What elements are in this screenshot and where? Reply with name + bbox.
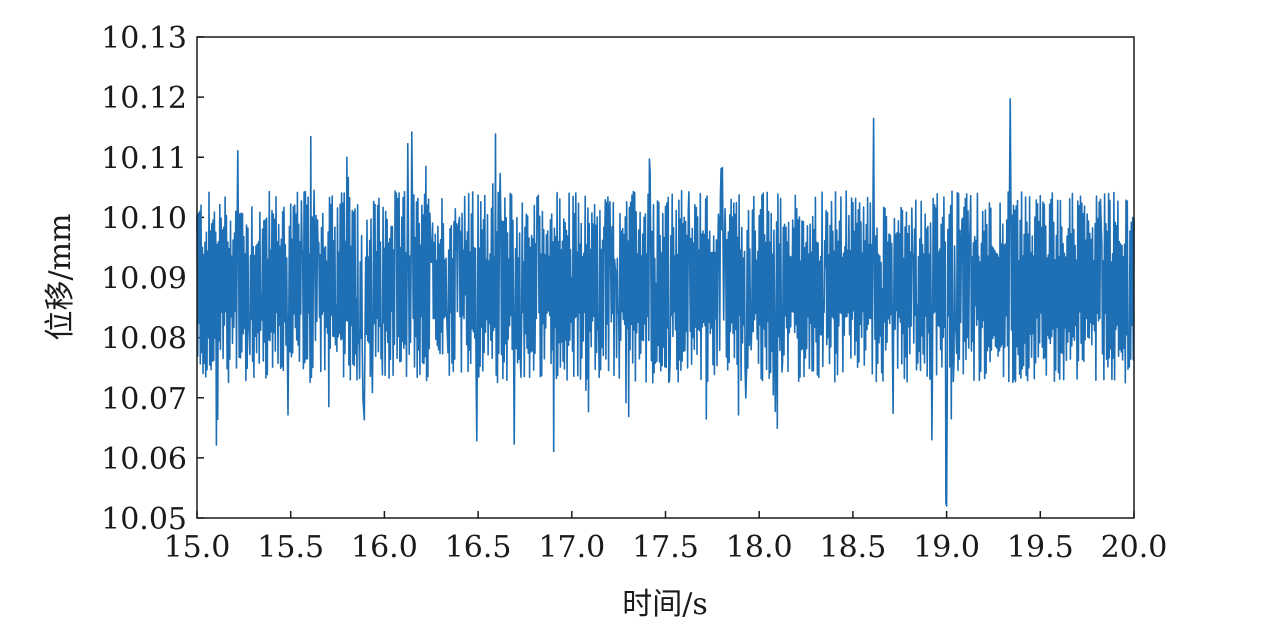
x-axis-label: 时间/s <box>622 587 708 622</box>
x-tick-label: 17.0 <box>538 530 605 565</box>
y-tick-label: 10.12 <box>101 81 187 116</box>
x-tick-label: 16.0 <box>351 530 418 565</box>
x-tick-label: 20.0 <box>1101 530 1168 565</box>
x-tick-label: 18.0 <box>726 530 793 565</box>
y-tick-label: 10.06 <box>101 442 187 477</box>
x-tick-label: 18.5 <box>820 530 887 565</box>
x-tick-label: 15.0 <box>164 530 231 565</box>
x-tick-labels: 15.0 15.5 16.0 16.5 17.0 17.5 18.0 18.5 19.0 19.5… <box>164 530 1168 565</box>
y-tick-label: 10.08 <box>101 322 187 357</box>
y-tick-label: 10.13 <box>101 21 187 56</box>
y-tick-label: 10.10 <box>101 201 187 236</box>
x-tick-label: 19.0 <box>913 530 980 565</box>
x-tick-label: 19.5 <box>1007 530 1074 565</box>
x-tick-label: 17.5 <box>632 530 699 565</box>
series-line <box>196 98 1135 507</box>
y-tick-label: 10.07 <box>101 382 187 417</box>
x-tick-label: 15.5 <box>257 530 324 565</box>
y-tick-labels: 10.05 10.06 10.07 10.08 10.09 10.10 10.11 10.12… <box>101 21 187 537</box>
y-tick-label: 10.11 <box>101 141 187 176</box>
x-tick-label: 16.5 <box>445 530 512 565</box>
y-axis-label: 位移/mm <box>43 213 78 340</box>
y-tick-label: 10.09 <box>101 262 187 297</box>
plot-frame <box>196 36 1135 519</box>
y-tick-label: 10.05 <box>101 502 187 537</box>
